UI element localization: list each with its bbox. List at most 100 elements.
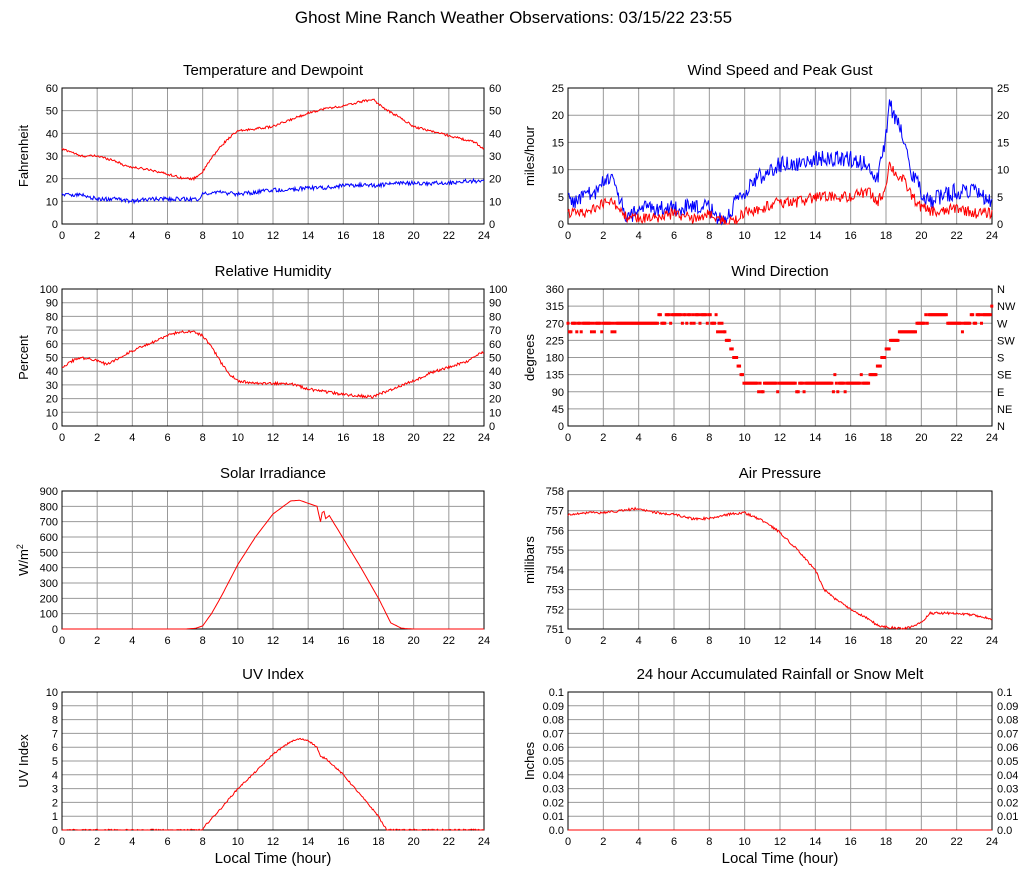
x-tick-label: 18 bbox=[372, 432, 384, 444]
x-tick-label: 0 bbox=[59, 230, 65, 242]
wind-direction-point bbox=[834, 381, 838, 385]
y-axis-label: Percent bbox=[16, 335, 31, 380]
y-tick-label: 225 bbox=[546, 335, 564, 347]
x-tick-label: 2 bbox=[600, 836, 606, 848]
y-tick-label: 10 bbox=[46, 196, 58, 208]
x-tick-label: 6 bbox=[671, 836, 677, 848]
x-tick-label: 0 bbox=[565, 230, 571, 242]
wind-direction-point bbox=[968, 321, 972, 325]
wind-direction-point bbox=[692, 321, 696, 325]
x-tick-label: 24 bbox=[986, 432, 998, 444]
series-line bbox=[567, 506, 993, 630]
chart-rain: 24 hour Accumulated Rainfall or Snow Mel… bbox=[522, 666, 1018, 867]
wind-direction-point bbox=[714, 313, 718, 317]
right-y-tick-label: 40 bbox=[489, 128, 501, 140]
x-tick-label: 16 bbox=[845, 230, 857, 242]
plot-frame bbox=[61, 288, 485, 427]
right-y-tick-label: 30 bbox=[489, 380, 501, 392]
wind-direction-point bbox=[730, 347, 734, 351]
x-axis-label: Local Time (hour) bbox=[215, 850, 332, 867]
right-y-tick-label: 80 bbox=[489, 311, 501, 323]
y-tick-label: 0 bbox=[52, 421, 58, 433]
x-tick-label: 8 bbox=[200, 836, 206, 848]
wind-direction-point bbox=[802, 390, 806, 394]
wind-direction-point bbox=[655, 321, 659, 325]
x-tick-label: 10 bbox=[739, 635, 751, 647]
y-tick-label: 0.04 bbox=[543, 770, 564, 782]
x-tick-label: 4 bbox=[129, 635, 135, 647]
wind-direction-point bbox=[874, 373, 878, 377]
wind-direction-point bbox=[796, 390, 800, 394]
series-line bbox=[62, 499, 484, 630]
x-tick-label: 10 bbox=[739, 836, 751, 848]
wind-direction-point bbox=[689, 321, 693, 325]
x-tick-label: 24 bbox=[478, 230, 490, 242]
wind-direction-point bbox=[990, 304, 994, 308]
wind-direction-point bbox=[801, 381, 805, 385]
wind-direction-point bbox=[588, 321, 592, 325]
x-tick-label: 2 bbox=[600, 230, 606, 242]
y-tick-label: 50 bbox=[46, 106, 58, 118]
y-axis-label: W/m2 bbox=[15, 544, 31, 576]
x-tick-label: 8 bbox=[706, 432, 712, 444]
wind-direction-point bbox=[925, 321, 929, 325]
y-tick-label: 90 bbox=[46, 298, 58, 310]
y-tick-label: 800 bbox=[40, 501, 58, 513]
x-tick-label: 10 bbox=[739, 230, 751, 242]
plot-frame bbox=[61, 490, 485, 630]
right-y-tick-label: 10 bbox=[489, 407, 501, 419]
y-tick-label: 70 bbox=[46, 325, 58, 337]
right-y-tick-label: 0 bbox=[489, 219, 495, 231]
series-line bbox=[61, 177, 485, 205]
chart-title: Temperature and Dewpoint bbox=[183, 62, 364, 79]
y-tick-label: 8 bbox=[52, 715, 58, 727]
right-y-tick-label: 5 bbox=[997, 192, 1003, 204]
series-line bbox=[61, 330, 485, 400]
y-tick-label: 30 bbox=[46, 380, 58, 392]
right-y-tick-label: 70 bbox=[489, 325, 501, 337]
x-tick-label: 20 bbox=[915, 432, 927, 444]
x-tick-label: 2 bbox=[94, 635, 100, 647]
y-tick-label: 10 bbox=[552, 165, 564, 177]
wind-direction-point bbox=[667, 313, 671, 317]
y-tick-label: 40 bbox=[46, 128, 58, 140]
y-tick-label: 400 bbox=[40, 563, 58, 575]
wind-direction-point bbox=[579, 330, 583, 334]
y-tick-label: 758 bbox=[546, 486, 564, 498]
x-tick-label: 18 bbox=[372, 230, 384, 242]
series-line bbox=[568, 99, 993, 226]
wind-direction-point bbox=[843, 390, 847, 394]
y-tick-label: 80 bbox=[46, 311, 58, 323]
x-tick-label: 12 bbox=[774, 635, 786, 647]
chart-title: Wind Direction bbox=[731, 263, 829, 280]
y-tick-label: 0.0 bbox=[549, 825, 564, 837]
x-axis-label: Local Time (hour) bbox=[722, 850, 839, 867]
x-tick-label: 6 bbox=[164, 635, 170, 647]
y-tick-label: 10 bbox=[46, 687, 58, 699]
y-tick-label: 270 bbox=[546, 318, 564, 330]
wind-direction-point bbox=[613, 330, 617, 334]
right-y-tick-label: 0.07 bbox=[997, 728, 1018, 740]
x-tick-label: 2 bbox=[94, 230, 100, 242]
wind-direction-point bbox=[589, 330, 593, 334]
wind-direction-point bbox=[971, 313, 975, 317]
right-y-tick-label: 60 bbox=[489, 83, 501, 95]
x-tick-label: 10 bbox=[739, 432, 751, 444]
wind-direction-point bbox=[959, 321, 963, 325]
wind-direction-point bbox=[831, 390, 835, 394]
x-tick-label: 6 bbox=[671, 635, 677, 647]
wind-direction-point bbox=[896, 338, 900, 342]
wind-direction-point bbox=[578, 321, 582, 325]
y-tick-label: 4 bbox=[52, 770, 58, 782]
y-tick-label: 500 bbox=[40, 547, 58, 559]
y-tick-label: 300 bbox=[40, 578, 58, 590]
wind-direction-point bbox=[755, 381, 759, 385]
wind-direction-point bbox=[610, 330, 614, 334]
x-tick-label: 2 bbox=[600, 432, 606, 444]
x-tick-label: 4 bbox=[636, 635, 642, 647]
wind-direction-point bbox=[575, 330, 579, 334]
x-tick-label: 12 bbox=[774, 230, 786, 242]
